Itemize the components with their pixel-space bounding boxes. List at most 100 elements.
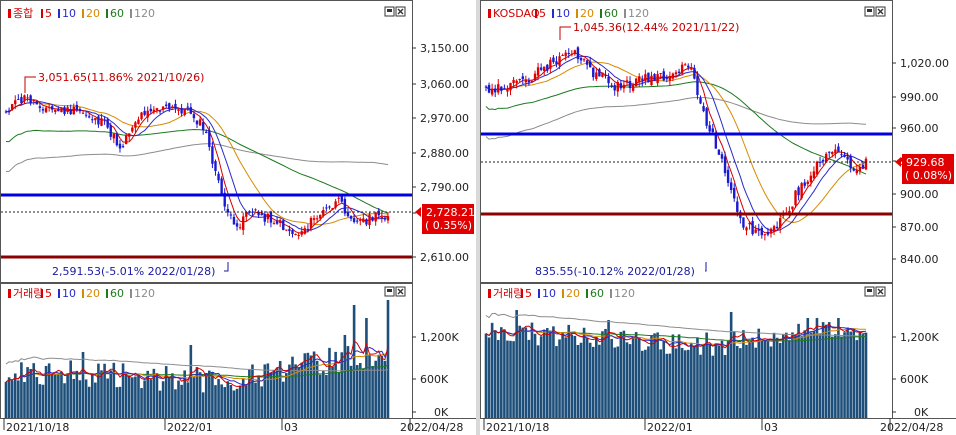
price-title: KOSDAQ <box>493 7 540 20</box>
volume-bar <box>131 377 134 418</box>
legend-ma120-label: 120 <box>628 7 649 20</box>
candle-body <box>26 97 29 99</box>
candle-body <box>659 73 662 75</box>
current-price-value: 2,728.21 <box>426 206 475 219</box>
legend-ma5-label: 5 <box>45 7 52 20</box>
price-tick-label: 2,790.00 <box>420 181 469 194</box>
volume-bar <box>680 347 684 418</box>
candle-body <box>217 173 220 181</box>
candle-body <box>616 82 619 92</box>
legend-ma60-label: 60 <box>604 7 618 20</box>
legend-ma60-label: 60 <box>110 287 124 300</box>
volume-bar <box>631 336 635 418</box>
volume-bar <box>781 334 785 418</box>
current-price-change: ( 0.35%) <box>425 219 472 232</box>
legend-ma120-label: 120 <box>134 7 155 20</box>
candle-body <box>220 178 223 195</box>
candle-body <box>91 119 94 121</box>
candle-body <box>561 54 564 56</box>
candle-body <box>631 85 635 91</box>
candle-body <box>711 128 714 132</box>
volume-bar <box>484 333 488 418</box>
volume-bar <box>177 380 180 418</box>
volume-bar <box>297 367 300 418</box>
volume-bar <box>23 381 26 418</box>
candle-body <box>809 175 813 183</box>
candle-body <box>763 234 767 236</box>
legend-ma20-marker <box>576 9 578 18</box>
volume-bar <box>155 373 159 418</box>
volume-bar <box>699 354 702 418</box>
volume-bar <box>214 385 217 418</box>
ma120-line <box>5 143 389 172</box>
volume-tick-label: 0K <box>434 406 449 419</box>
volume-bar <box>619 331 623 418</box>
volume-bar <box>852 328 856 418</box>
candle-body <box>20 97 23 103</box>
volume-bar <box>137 375 140 418</box>
candle-body <box>155 108 159 111</box>
candle-body <box>702 106 705 112</box>
legend-ma120-marker <box>130 9 132 18</box>
candle-body <box>775 226 779 229</box>
volume-title-marker <box>8 289 11 298</box>
price-title: 종합 <box>13 7 33 20</box>
candle-body <box>772 226 776 232</box>
volume-bar <box>506 340 509 418</box>
volume-bar <box>386 300 390 418</box>
candle-body <box>35 100 39 105</box>
volume-bar <box>503 329 506 418</box>
price-tick-label: 960.00 <box>900 122 939 135</box>
candle-body <box>32 100 35 102</box>
panel-divider <box>476 0 480 435</box>
candle-body <box>585 60 589 65</box>
candle-body <box>579 57 583 61</box>
candle-body <box>257 211 260 216</box>
candle-body <box>180 107 183 114</box>
volume-bar <box>217 379 220 418</box>
candle-body <box>44 107 48 113</box>
volume-bar <box>226 381 230 418</box>
volume-bar <box>4 382 8 418</box>
volume-bar <box>325 375 328 418</box>
volume-ma10-line <box>485 326 867 347</box>
candle-body <box>592 67 595 78</box>
volume-bar <box>343 335 347 418</box>
candle-body <box>245 212 248 217</box>
volume-bar <box>785 332 788 418</box>
volume-bar <box>306 352 310 418</box>
volume-bar <box>269 372 273 418</box>
low-annotation: 2,591.53(-5.01% 2022/01/28) <box>52 265 215 278</box>
candle-body <box>806 181 809 185</box>
volume-bar <box>291 356 294 418</box>
candle-body <box>134 122 137 128</box>
volume-bar <box>530 322 534 418</box>
candle-body <box>760 227 764 236</box>
volume-bar <box>539 336 543 418</box>
volume-bar <box>17 380 20 418</box>
volume-bar <box>158 390 162 418</box>
candle-body <box>521 76 524 80</box>
volume-bar <box>152 368 156 418</box>
candle-body <box>665 78 669 80</box>
volume-bar <box>251 364 254 418</box>
volume-bar <box>204 373 208 418</box>
candle-body <box>705 108 708 126</box>
candle-body <box>158 110 162 112</box>
volume-bar <box>622 330 626 418</box>
volume-bar <box>797 323 800 418</box>
candle-body <box>226 209 230 213</box>
volume-bar <box>821 322 825 418</box>
candle-body <box>186 106 189 108</box>
volume-bar <box>549 330 552 418</box>
volume-bar <box>121 363 125 418</box>
volume-bar <box>512 341 515 418</box>
candle-body <box>161 106 165 110</box>
candle-body <box>613 85 616 91</box>
candle-body <box>696 76 699 96</box>
candle-body <box>552 57 555 63</box>
candle-body <box>680 64 684 74</box>
low-annotation: 835.55(-10.12% 2022/01/28) <box>535 265 695 278</box>
candle-body <box>533 73 537 81</box>
price-pane-close-icon-x <box>877 8 884 15</box>
